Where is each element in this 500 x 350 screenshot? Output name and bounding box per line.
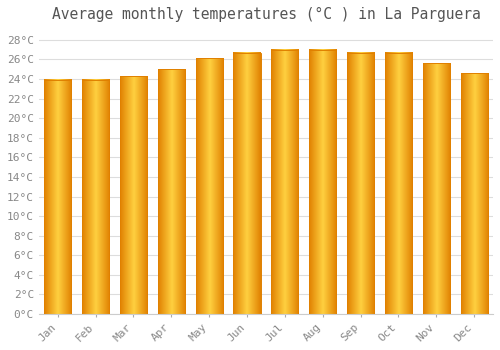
Bar xyxy=(82,80,109,314)
Bar xyxy=(158,69,185,314)
Bar xyxy=(385,52,412,314)
Bar xyxy=(120,76,147,314)
Bar xyxy=(422,63,450,314)
Bar xyxy=(271,50,298,314)
Bar xyxy=(347,52,374,314)
Bar xyxy=(44,80,72,314)
Bar xyxy=(196,58,223,314)
Bar xyxy=(234,52,260,314)
Bar xyxy=(460,73,488,314)
Bar xyxy=(309,50,336,314)
Title: Average monthly temperatures (°C ) in La Parguera: Average monthly temperatures (°C ) in La… xyxy=(52,7,480,22)
